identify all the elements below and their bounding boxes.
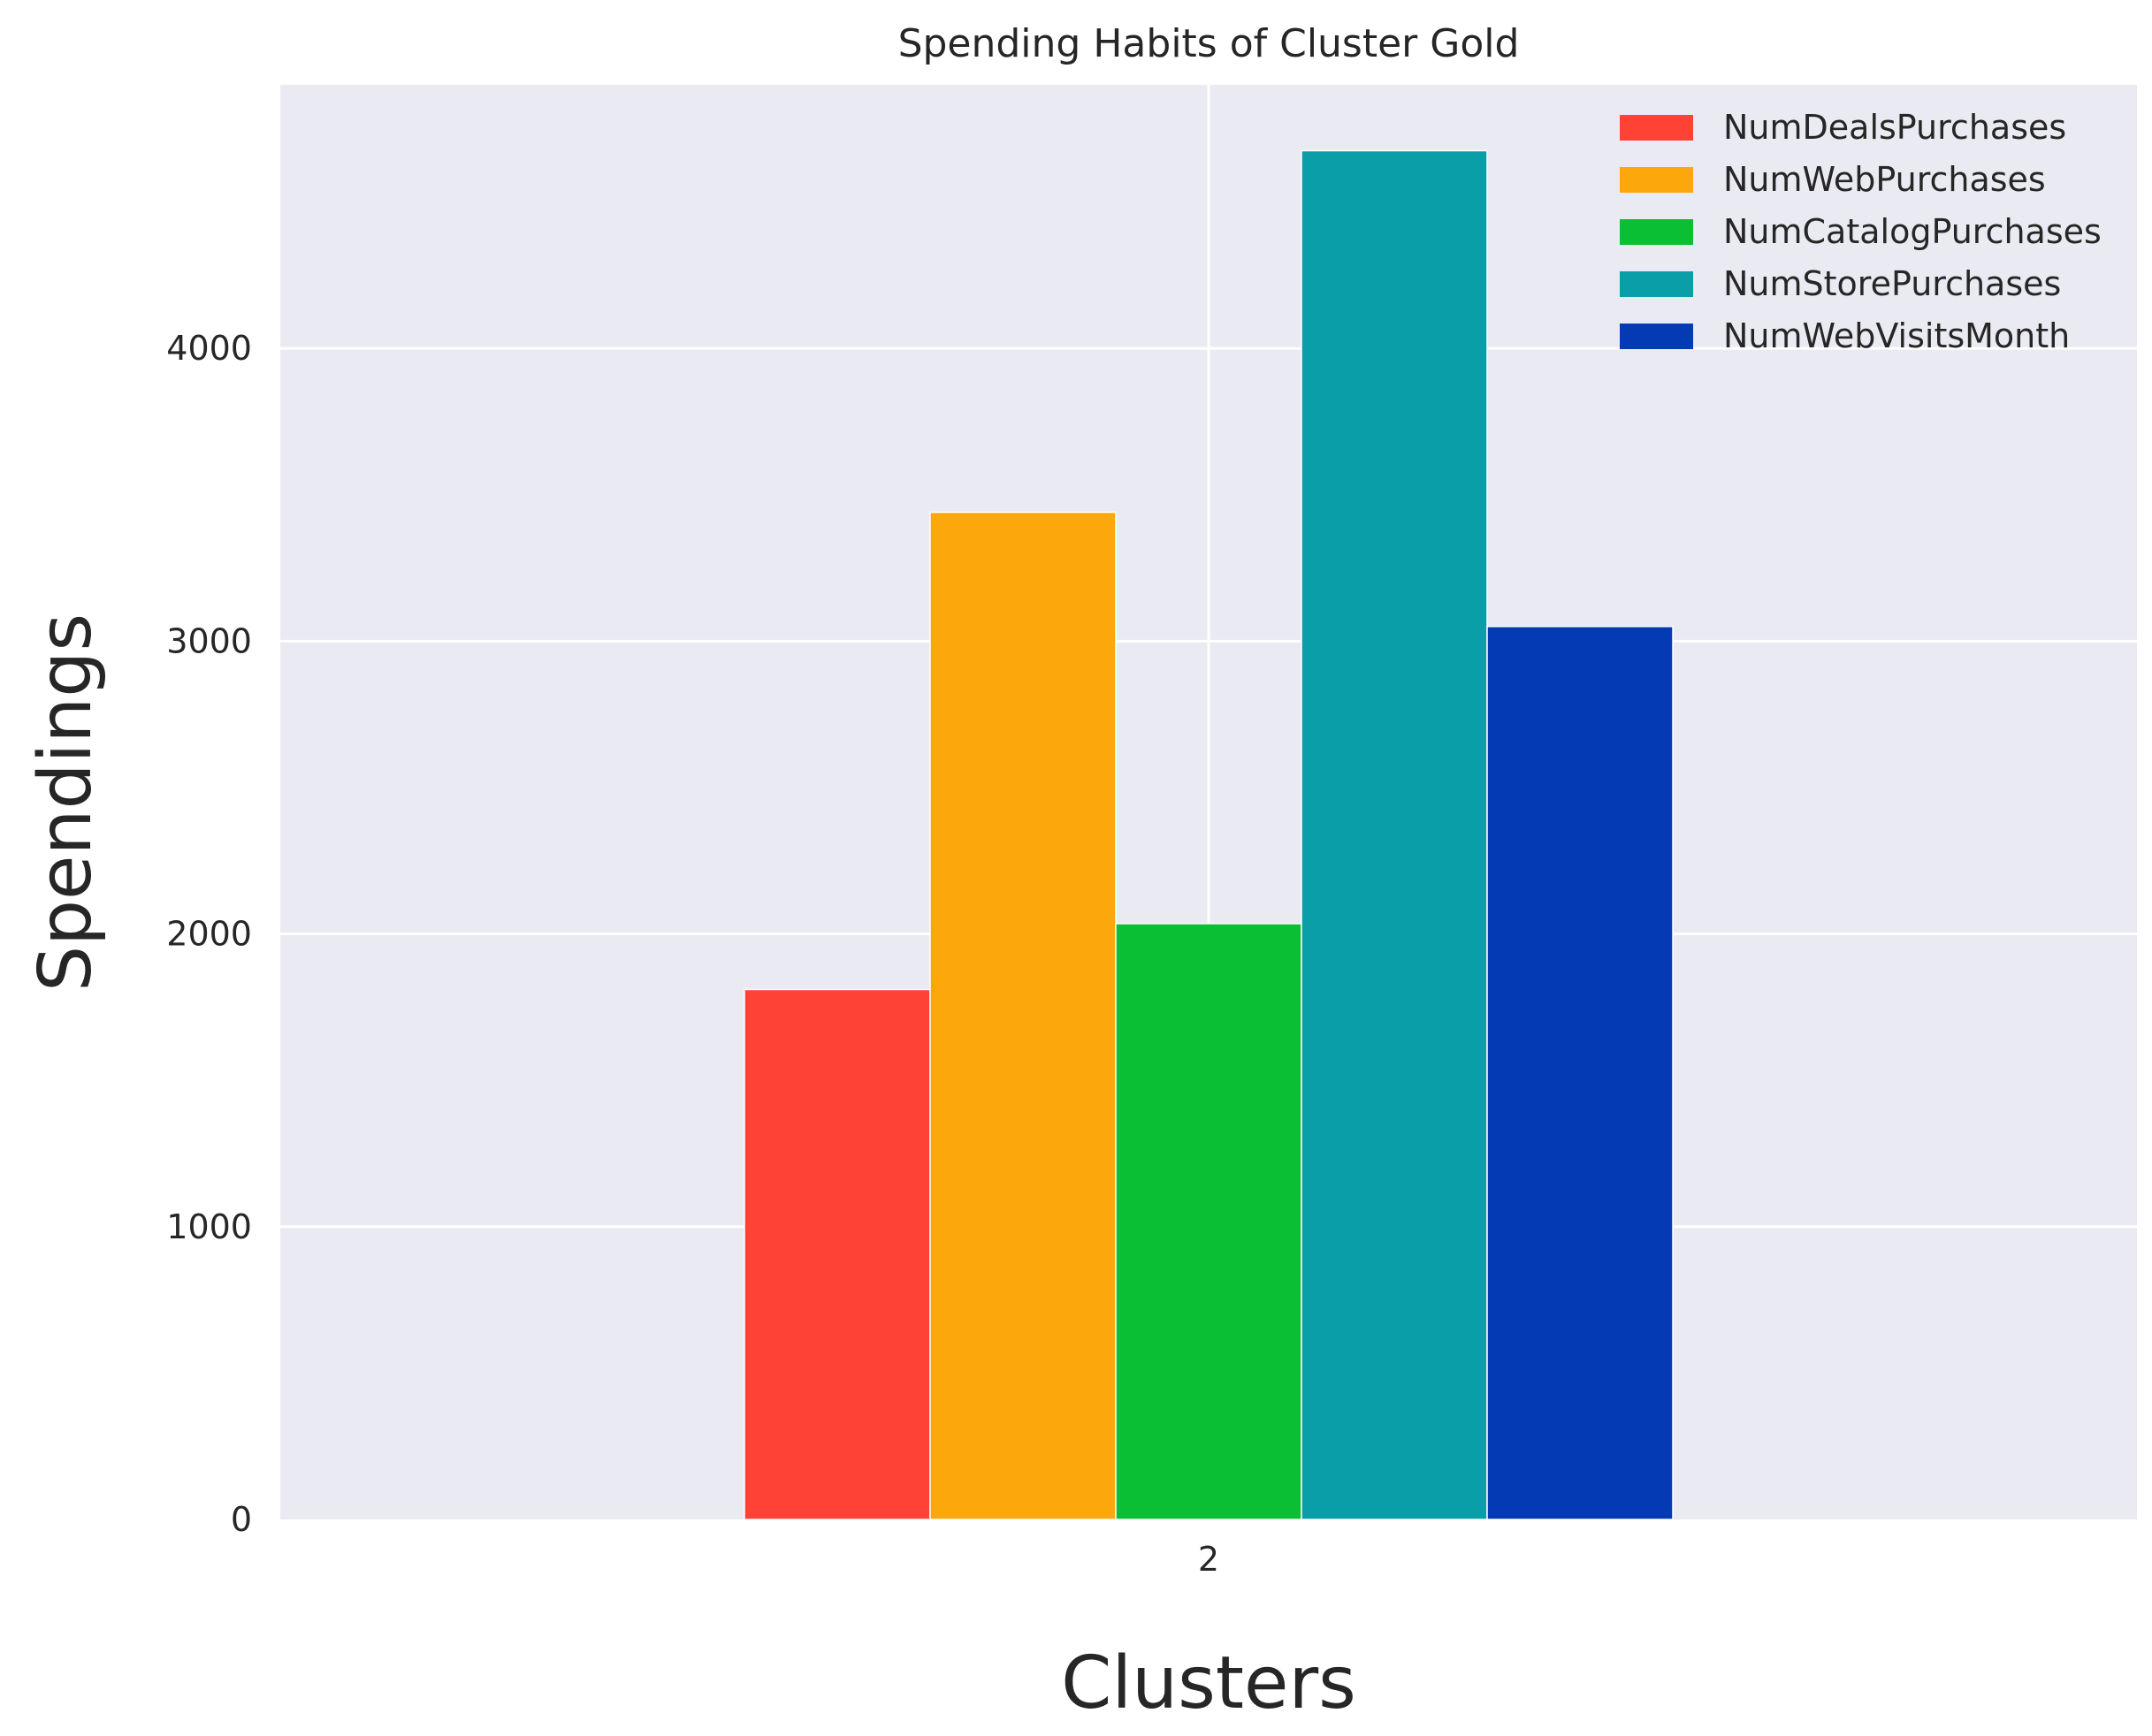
y-tick-label: 3000 [166, 621, 252, 660]
x-axis-label: Clusters [1061, 1641, 1356, 1725]
legend-swatch [1620, 167, 1693, 193]
bar-numwebvisitsmonth [1486, 626, 1674, 1520]
bar-numwebpurchases [929, 511, 1117, 1520]
y-tick-labels: 0 1000 2000 3000 4000 [166, 329, 252, 1539]
chart-title: Spending Habits of Cluster Gold [898, 21, 1520, 66]
x-tick-label: 2 [1198, 1540, 1219, 1579]
legend-label: NumCatalogPurchases [1723, 212, 2102, 251]
legend-swatch [1620, 324, 1693, 349]
legend-swatch [1620, 271, 1693, 297]
bar-numcatalogpurchases [1115, 923, 1302, 1520]
legend-label: NumStorePurchases [1723, 264, 2061, 303]
legend-swatch [1620, 219, 1693, 245]
y-tick-label: 1000 [166, 1207, 252, 1246]
x-tick-labels: 2 [1198, 1540, 1219, 1579]
legend-swatch [1620, 115, 1693, 141]
bar-numstorepurchases [1301, 149, 1488, 1520]
legend-label: NumDealsPurchases [1723, 108, 2066, 147]
legend-label: NumWebVisitsMonth [1723, 316, 2070, 355]
y-tick-label: 4000 [166, 329, 252, 368]
legend-label: NumWebPurchases [1723, 160, 2046, 199]
y-tick-label: 2000 [166, 915, 252, 954]
y-axis-label: Spendings [24, 613, 108, 992]
bar-numdealspurchases [744, 988, 931, 1520]
bars-group [744, 149, 1674, 1520]
y-tick-label: 0 [231, 1500, 252, 1539]
legend: NumDealsPurchases NumWebPurchases NumCatal… [1620, 108, 2102, 355]
